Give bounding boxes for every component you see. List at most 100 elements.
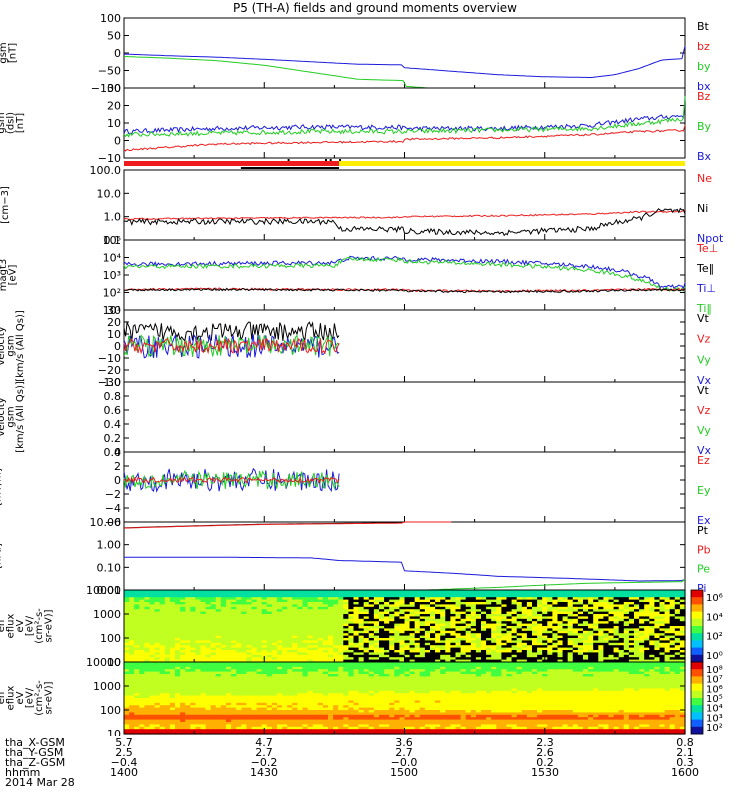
heatmap-cell [521,604,528,608]
heatmap-cell [399,638,406,641]
heatmap-cell [195,594,202,598]
heatmap-cell [419,590,426,593]
heatmap-cell [312,597,319,601]
heatmap-cell [348,597,355,601]
heatmap-cell [623,618,630,622]
y-tick-label: −6 [105,516,121,529]
heatmap-cell [516,594,523,598]
heatmap-cell [236,698,242,701]
heatmap-cell [424,640,431,644]
heatmap-cell [511,618,518,622]
heatmap-cell [302,652,309,656]
heatmap-cell [608,650,615,653]
heatmap-cell [266,671,273,675]
heatmap-cell [312,616,319,620]
heatmap-cell [180,611,186,615]
heatmap-cell [215,621,222,625]
heatmap-cell [164,662,171,665]
heatmap-cell [526,606,533,610]
heatmap-cell [455,604,462,608]
heatmap-cell [598,638,604,641]
heatmap-cell [287,662,293,665]
heatmap-cell [159,710,166,713]
heatmap-cell [251,645,258,649]
heatmap-cell [175,714,181,718]
heatmap-cell [175,590,181,593]
heatmap-cell [583,623,589,627]
heatmap-cell [185,729,191,733]
heatmap-cell [343,671,349,675]
heatmap-cell [608,599,615,603]
heatmap-cell [226,650,232,653]
heatmap-cell [322,726,329,730]
heatmap-cell [649,642,655,646]
heatmap-cell [231,638,237,641]
heatmap-cell [389,626,395,629]
heatmap-cell [307,652,314,656]
heatmap-cell [419,616,426,620]
heatmap-cell [562,616,569,620]
heatmap-cell [669,606,676,610]
heatmap-cell [399,650,406,653]
heatmap-cell [292,640,298,644]
heatmap-cell [603,616,610,620]
y-tick-label: 10⁴ [103,252,122,265]
heatmap-cell [603,599,610,603]
heatmap-cell [154,717,161,721]
heatmap-cell [164,719,171,723]
heatmap-cell [552,640,559,644]
heatmap-cell [180,594,186,598]
heatmap-cell [618,602,625,605]
heatmap-cell [343,621,349,625]
heatmap-cell [409,635,416,639]
heatmap-cell [129,688,135,692]
heatmap-cell [465,633,472,637]
heatmap-cell [241,681,247,685]
heatmap-cell [226,707,232,711]
heatmap-cell [322,659,329,663]
heatmap-cell [516,645,523,649]
heatmap-cell [674,599,681,603]
heatmap-cell [481,609,487,613]
heatmap-cell [496,633,502,637]
heatmap-cell [628,623,635,627]
heatmap-cell [521,616,528,620]
heatmap-cell [220,698,227,701]
heatmap-cell [664,650,671,653]
heatmap-cell [271,724,278,728]
heatmap-cell [659,609,666,613]
heatmap-cell [669,630,676,634]
heatmap-cell [322,676,329,680]
heatmap-cell [532,647,538,651]
heatmap-cell [521,630,528,634]
heatmap-cell [669,614,676,617]
heatmap-cell [129,664,135,668]
heatmap-cell [475,594,482,598]
heatmap-cell [328,623,334,627]
heatmap-cell [491,630,497,634]
heatmap-cell [542,652,548,656]
heatmap-cell [226,724,232,728]
heatmap-cell [379,609,385,613]
heatmap-cell [205,710,212,713]
heatmap-cell [256,654,263,658]
heatmap-cell [144,602,151,605]
heatmap-cell [440,604,446,608]
heatmap-cell [277,638,283,641]
heatmap-cell [577,606,584,610]
heatmap-cell [486,621,492,625]
heatmap-cell [348,700,355,704]
heatmap-cell [521,599,528,603]
heatmap-cell [210,669,217,673]
heatmap-cell [124,698,130,701]
heatmap-cell [149,602,156,605]
heatmap-cell [287,592,293,596]
heatmap-cell [180,630,186,634]
heatmap-cell [144,647,151,651]
heatmap-cell [486,590,492,593]
region-segment [339,161,685,166]
heatmap-cell [532,654,538,658]
heatmap-cell [552,594,559,598]
heatmap-cell [246,683,253,687]
heatmap-cell [266,652,273,656]
